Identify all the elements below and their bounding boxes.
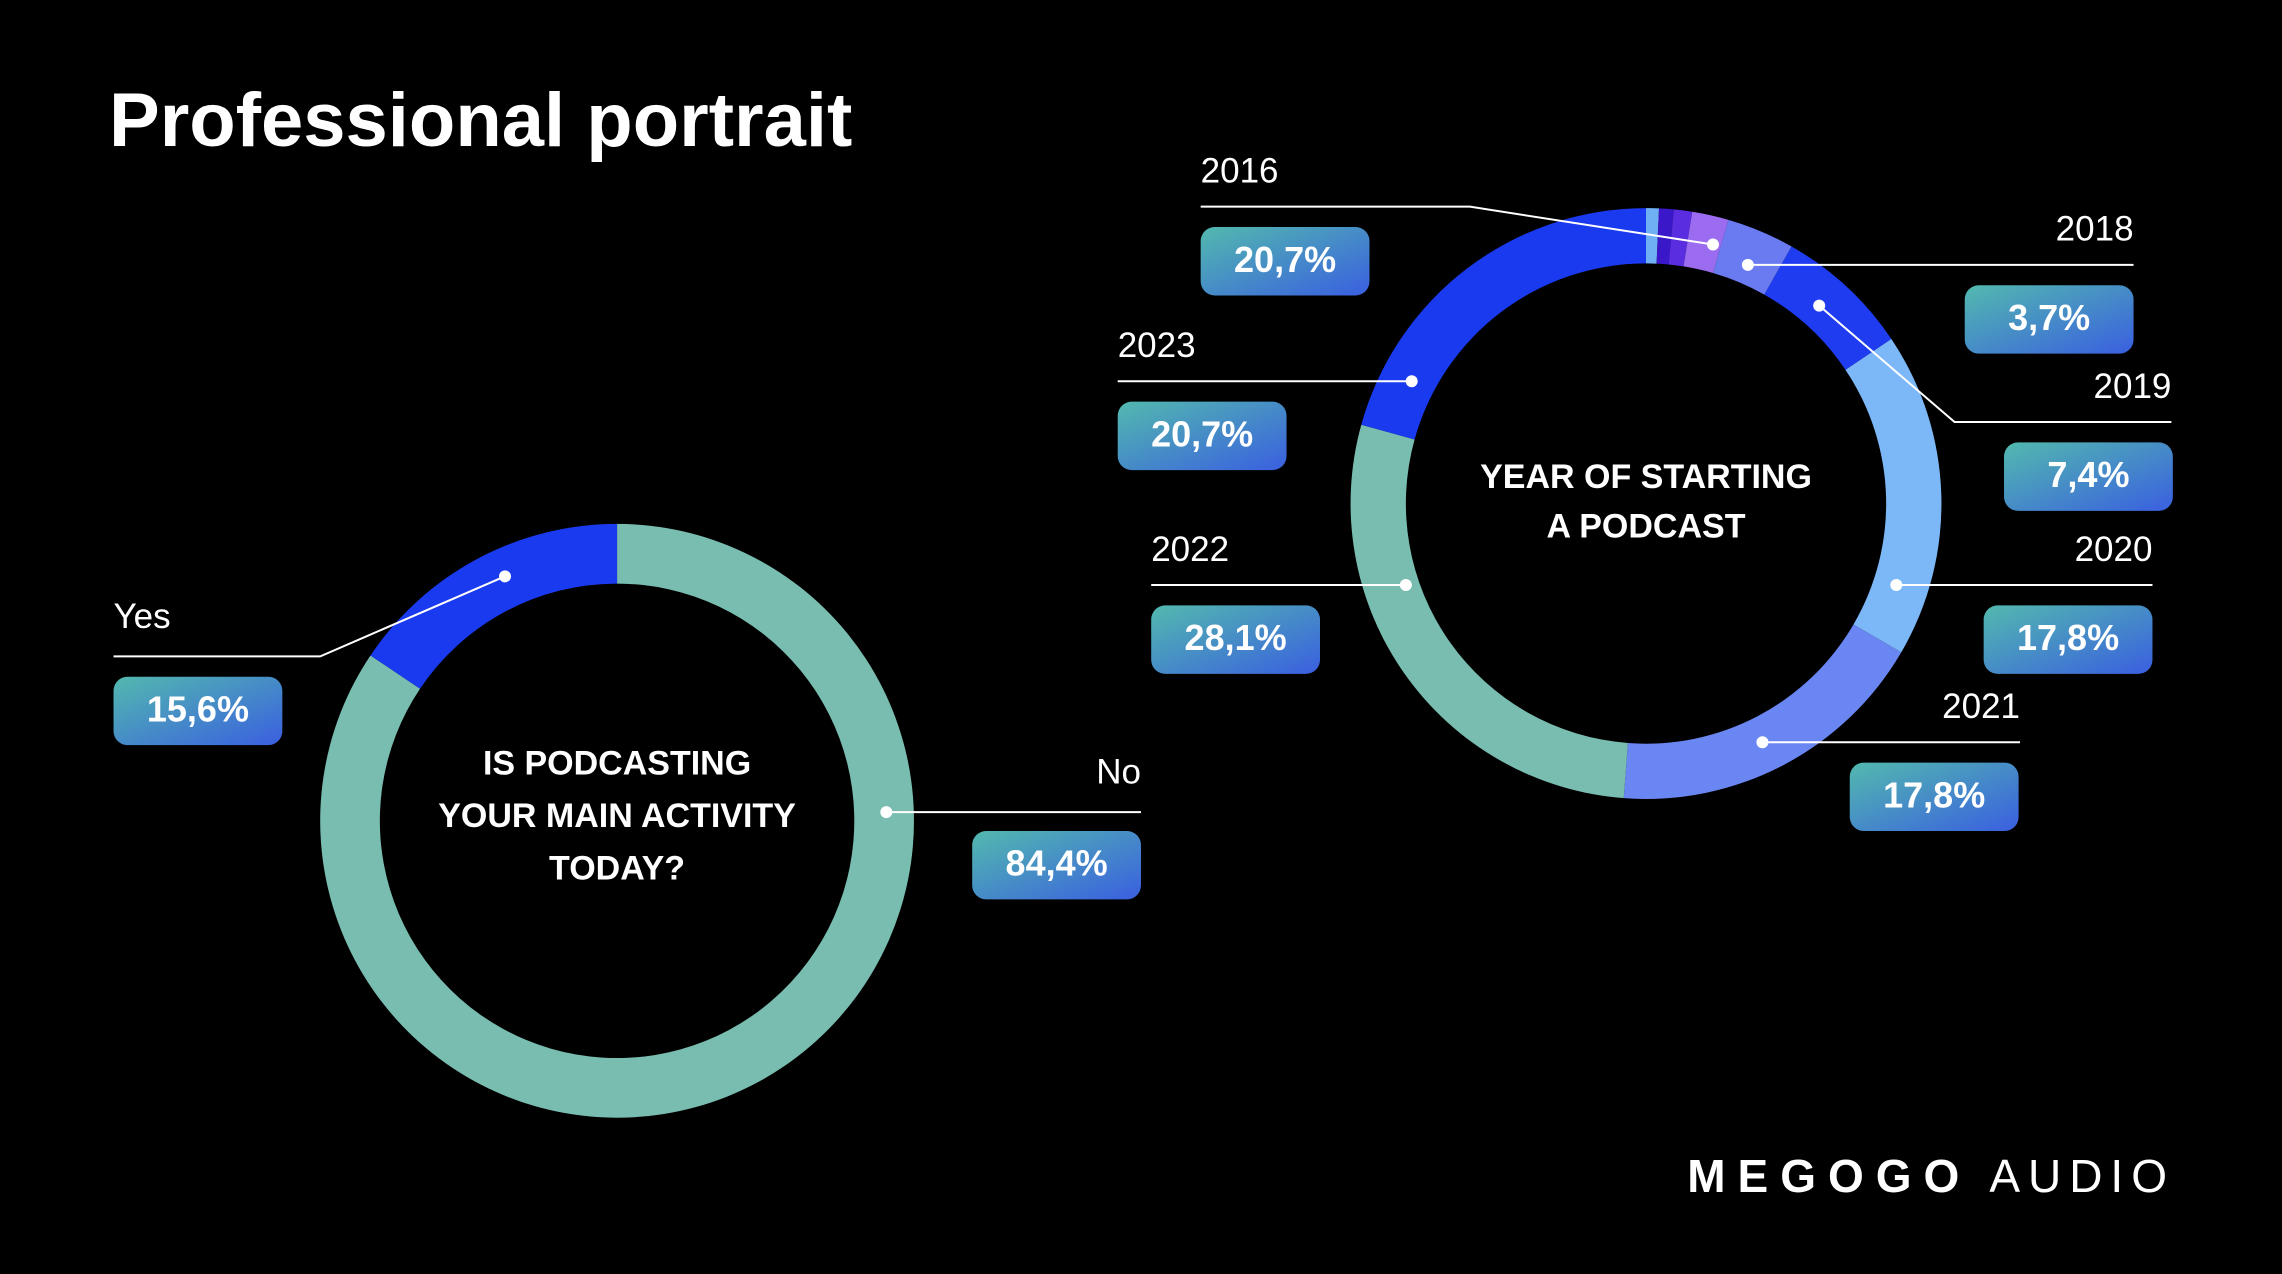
leader-dot xyxy=(1741,258,1754,271)
category-label: 2020 xyxy=(2075,530,2153,569)
category-label: 2016 xyxy=(1201,151,1279,190)
donut-slice xyxy=(1623,624,1902,799)
leader-line xyxy=(113,575,506,658)
leader-line xyxy=(1200,205,1714,246)
value-label: 17,8% xyxy=(2017,617,2119,658)
value-box xyxy=(2004,442,2173,511)
value-box xyxy=(1983,605,2153,674)
center-label: TODAY? xyxy=(549,849,685,887)
leader-dot xyxy=(499,570,512,583)
value-label: 20,7% xyxy=(1151,413,1253,454)
donut-slice xyxy=(1845,339,1942,653)
value-box xyxy=(1964,285,2134,354)
center-label: YEAR OF STARTING xyxy=(1480,458,1812,496)
leader-dot xyxy=(1813,299,1826,312)
donut-slice xyxy=(1668,209,1693,267)
leader-dot xyxy=(1890,579,1903,592)
page-title: Professional portrait xyxy=(109,78,852,163)
category-label: 2022 xyxy=(1151,530,1229,569)
value-label: 84,4% xyxy=(1006,843,1108,884)
value-label: 20,7% xyxy=(1234,239,1336,280)
center-label: IS PODCASTING xyxy=(483,745,751,783)
leader-dot xyxy=(1756,736,1769,749)
donut-slice xyxy=(1361,208,1647,440)
category-label: 2018 xyxy=(2056,210,2134,249)
donut-slice xyxy=(1350,424,1628,799)
value-box xyxy=(972,831,1141,900)
value-label: 17,8% xyxy=(1883,774,1985,815)
value-label: 15,6% xyxy=(147,688,249,729)
value-box xyxy=(113,676,283,746)
donut-slice xyxy=(1764,246,1892,370)
leader-dot xyxy=(1706,238,1719,251)
logo-megogo: MEGOGO xyxy=(1687,1150,1971,1202)
donut-slice xyxy=(370,523,618,689)
logo-audio: AUDIO xyxy=(1989,1150,2175,1202)
value-box xyxy=(1200,227,1370,296)
center-label: YOUR MAIN ACTIVITY xyxy=(438,797,796,835)
leader-line xyxy=(1818,304,2172,424)
category-label: 2019 xyxy=(2094,367,2172,406)
donut-slice xyxy=(1683,211,1729,273)
value-label: 7,4% xyxy=(2047,454,2129,495)
value-label: 3,7% xyxy=(2008,297,2090,338)
category-label: 2021 xyxy=(1942,687,2020,726)
category-label: No xyxy=(1096,753,1141,792)
leader-dot xyxy=(1405,375,1418,388)
value-box xyxy=(1117,401,1287,471)
category-label: Yes xyxy=(114,597,171,636)
category-label: 2023 xyxy=(1118,326,1196,365)
value-box xyxy=(1151,605,1321,674)
value-box xyxy=(1849,762,2019,832)
value-label: 28,1% xyxy=(1185,617,1287,658)
donut-slice xyxy=(1713,219,1792,295)
center-label: A PODCAST xyxy=(1547,507,1746,545)
leader-dot xyxy=(880,806,893,819)
leader-dot xyxy=(1399,579,1412,592)
